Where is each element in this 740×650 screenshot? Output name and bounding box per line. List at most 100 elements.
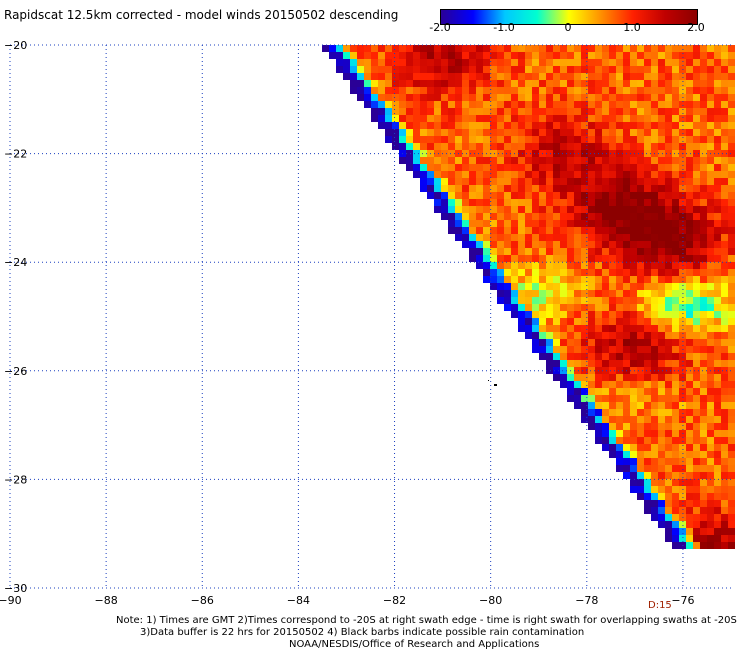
y-tick-label: −22 [4, 148, 27, 161]
heatmap-cell [434, 206, 441, 213]
heatmap-cell [728, 136, 735, 143]
heatmap-cell [588, 409, 595, 416]
heatmap-cell [616, 283, 623, 290]
heatmap-cell [672, 395, 679, 402]
heatmap-cell [602, 346, 609, 353]
heatmap-cell [560, 290, 567, 297]
heatmap-cell [350, 52, 357, 59]
heatmap-cell [693, 73, 700, 80]
heatmap-cell [553, 66, 560, 73]
heatmap-cell [672, 143, 679, 150]
heatmap-cell [658, 136, 665, 143]
heatmap-cell [392, 129, 399, 136]
heatmap-cell [588, 171, 595, 178]
heatmap-cell [434, 94, 441, 101]
heatmap-cell [728, 493, 735, 500]
heatmap-cell [651, 241, 658, 248]
heatmap-cell [448, 220, 455, 227]
heatmap-cell [462, 94, 469, 101]
heatmap-cell [637, 458, 644, 465]
heatmap-cell [532, 297, 539, 304]
heatmap-cell [546, 52, 553, 59]
heatmap-cell [679, 276, 686, 283]
heatmap-cell [539, 353, 546, 360]
heatmap-cell [371, 66, 378, 73]
heatmap-cell [707, 514, 714, 521]
heatmap-cell [700, 164, 707, 171]
heatmap-cell [553, 213, 560, 220]
heatmap-cell [406, 122, 413, 129]
heatmap-cell [455, 171, 462, 178]
heatmap-cell [567, 360, 574, 367]
heatmap-cell [665, 395, 672, 402]
heatmap-cell [623, 262, 630, 269]
heatmap-cell [406, 66, 413, 73]
heatmap-cell [588, 185, 595, 192]
heatmap-cell [679, 164, 686, 171]
heatmap-cell [518, 87, 525, 94]
heatmap-cell [595, 381, 602, 388]
heatmap-cell [469, 66, 476, 73]
heatmap-cell [714, 472, 721, 479]
heatmap-cell [553, 192, 560, 199]
heatmap-cell [700, 108, 707, 115]
heatmap-cell [651, 304, 658, 311]
heatmap-cell [700, 234, 707, 241]
heatmap-cell [546, 59, 553, 66]
heatmap-cell [385, 73, 392, 80]
heatmap-cell [560, 199, 567, 206]
heatmap-cell [672, 213, 679, 220]
heatmap-cell [609, 59, 616, 66]
heatmap-cell [728, 164, 735, 171]
heatmap-cell [721, 388, 728, 395]
heatmap-cell [665, 283, 672, 290]
heatmap-cell [679, 255, 686, 262]
heatmap-cell [609, 318, 616, 325]
heatmap-cell [406, 73, 413, 80]
heatmap-cell [714, 73, 721, 80]
heatmap-cell [651, 234, 658, 241]
heatmap-cell [644, 199, 651, 206]
heatmap-cell [455, 80, 462, 87]
heatmap-cell [588, 346, 595, 353]
heatmap-cell [574, 213, 581, 220]
heatmap-cell [707, 241, 714, 248]
heatmap-cell [651, 129, 658, 136]
heatmap-cell [665, 164, 672, 171]
heatmap-cell [665, 52, 672, 59]
heatmap-cell [665, 73, 672, 80]
heatmap-cell [637, 94, 644, 101]
heatmap-cell [707, 346, 714, 353]
heatmap-cell [693, 164, 700, 171]
heatmap-cell [350, 66, 357, 73]
heatmap-cell [399, 157, 406, 164]
heatmap-cell [504, 108, 511, 115]
heatmap-cell [700, 283, 707, 290]
heatmap-cell [728, 423, 735, 430]
heatmap-cell [588, 136, 595, 143]
heatmap-cell [441, 122, 448, 129]
heatmap-cell [602, 283, 609, 290]
heatmap-cell [420, 80, 427, 87]
heatmap-cell [721, 59, 728, 66]
heatmap-cell [602, 311, 609, 318]
heatmap-cell [602, 59, 609, 66]
heatmap-cell [413, 45, 420, 52]
heatmap-cell [637, 122, 644, 129]
heatmap-cell [392, 66, 399, 73]
heatmap-cell [462, 227, 469, 234]
heatmap-cell [679, 101, 686, 108]
heatmap-cell [693, 276, 700, 283]
heatmap-cell [385, 87, 392, 94]
heatmap-cell [560, 353, 567, 360]
heatmap-cell [574, 269, 581, 276]
heatmap-cell [728, 297, 735, 304]
heatmap-cell [623, 73, 630, 80]
heatmap-cell [476, 199, 483, 206]
heatmap-cell [644, 297, 651, 304]
heatmap-cell [504, 122, 511, 129]
heatmap-cell [644, 500, 651, 507]
heatmap-cell [497, 66, 504, 73]
heatmap-cell [378, 94, 385, 101]
heatmap-cell [679, 388, 686, 395]
